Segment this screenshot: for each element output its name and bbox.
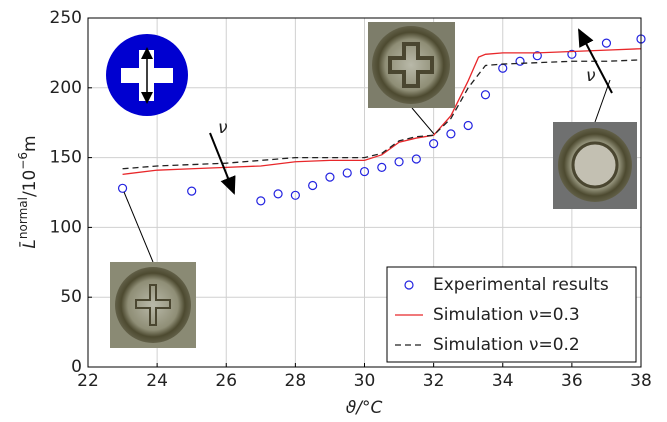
arrow [578,28,613,94]
y-tick-label: 250 [50,8,82,28]
data-point [411,154,421,164]
data-point [359,166,370,177]
data-point [429,139,439,149]
legend-label: Simulation ν=0.3 [433,305,580,325]
data-point [187,186,197,196]
x-tick-label: 26 [215,371,237,391]
legend-box [386,266,637,363]
data-point [342,168,352,178]
photo-inset [553,79,637,209]
data-point [325,172,335,182]
specimen-icon [106,34,188,116]
x-tick-label: 24 [146,371,168,391]
data-point [446,129,456,139]
data-point [601,38,612,48]
data-point [377,162,387,172]
x-tick-label: 30 [354,371,376,391]
annotation: ν [218,118,228,138]
x-tick-label: 28 [285,371,307,391]
y-tick-label: 50 [60,287,82,307]
x-tick-label: 38 [630,371,652,391]
y-label-part: m [20,135,40,152]
legend-label: Experimental results [433,275,609,295]
annotation: ν [586,66,596,86]
x-tick-label: 22 [77,371,99,391]
y-label-part: /10 [20,170,40,197]
data-point [394,157,404,167]
series-line [122,59,642,170]
y-tick-label: 0 [71,357,82,377]
x-tick-label: 34 [492,371,514,391]
legend-label: Simulation ν=0.2 [433,335,580,355]
arrow [209,132,236,195]
y-label-part: normal [16,197,30,239]
y-label-part: L̄ [18,239,40,248]
data-point [532,51,542,61]
x-axis-label: ϑ/°C [346,398,383,418]
y-tick-label: 100 [50,217,82,237]
data-point [567,49,577,59]
photo-inset [110,191,196,348]
data-point [480,90,491,100]
data-point [290,190,300,200]
x-tick-label: 32 [423,371,445,391]
data-point [273,189,283,199]
photo-inset [368,22,455,135]
data-point [308,180,318,191]
data-point [515,56,525,66]
y-label-part: −6 [16,152,30,170]
data-point [117,183,128,193]
legend-marker [404,280,414,290]
data-point [463,120,473,131]
series-line [122,48,642,175]
data-point [256,196,266,206]
y-tick-label: 150 [50,148,82,168]
y-tick-label: 200 [50,78,82,98]
x-tick-label: 36 [561,371,583,391]
y-axis-label: L̄normal/10−6m [16,135,41,248]
